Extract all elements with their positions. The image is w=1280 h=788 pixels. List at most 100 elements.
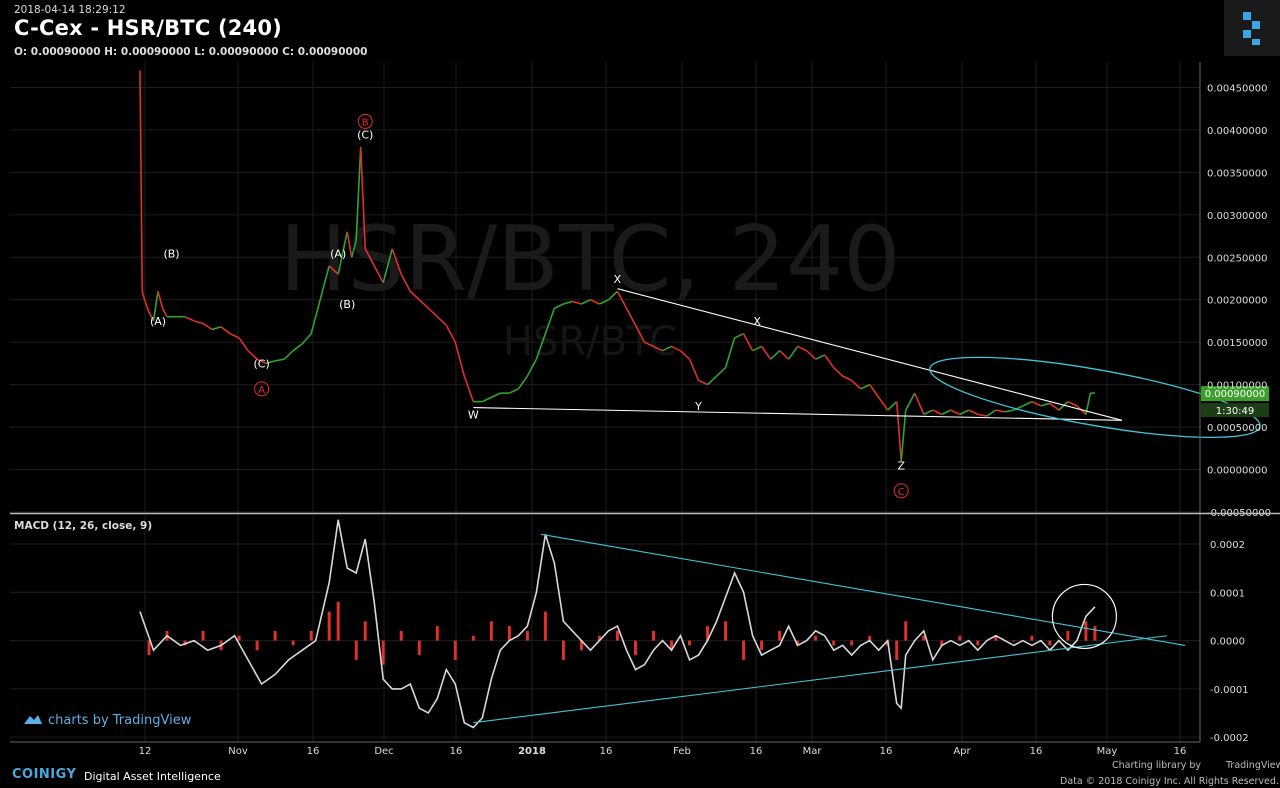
price-segment <box>869 384 880 398</box>
x-tick-label: Dec <box>374 746 393 757</box>
histogram-bar <box>633 640 637 656</box>
price-segment <box>905 392 916 411</box>
price-segment <box>1022 400 1033 407</box>
price-segment <box>436 316 447 326</box>
histogram-bar <box>760 640 764 651</box>
price-segment <box>229 332 240 339</box>
price-segment <box>445 324 457 343</box>
price-segment <box>833 367 844 377</box>
histogram-bar <box>327 611 331 641</box>
price-segment <box>400 273 411 292</box>
price-segment <box>724 337 736 368</box>
price-segment <box>391 248 403 275</box>
macd-y-tick-label: 0.0000 <box>1210 637 1245 648</box>
price-segment <box>900 410 907 462</box>
price-segment <box>572 300 582 305</box>
histogram-bar <box>742 640 746 660</box>
histogram-bar <box>354 640 358 660</box>
histogram-bar <box>273 630 277 641</box>
price-segment <box>364 248 375 267</box>
price-badge <box>1201 386 1269 402</box>
wave-label: (B) <box>339 298 355 311</box>
wave-label: X <box>614 273 622 286</box>
y-tick-label: 0.00100000 <box>1207 381 1267 392</box>
price-segment <box>292 343 303 352</box>
price-segment <box>202 322 213 331</box>
price-segment <box>995 409 1005 413</box>
wave-label: (C) <box>253 358 269 371</box>
price-segment <box>923 409 934 416</box>
price-segment <box>815 354 825 360</box>
tradingview-footer-link[interactable]: TradingView <box>1226 760 1280 771</box>
price-ellipse <box>929 356 1261 439</box>
price-segment <box>526 358 538 377</box>
histogram-bar <box>489 621 493 641</box>
price-segment <box>716 367 727 377</box>
price-segment <box>382 248 394 283</box>
price-segment <box>301 333 312 345</box>
wave-label: Z <box>897 460 905 473</box>
price-segment <box>238 337 249 352</box>
price-segment <box>842 375 853 382</box>
histogram-bar <box>579 640 583 651</box>
price-segment <box>143 299 150 313</box>
x-tick-label: 16 <box>880 746 893 757</box>
wave-label: X <box>753 315 761 328</box>
price-segment <box>152 291 159 322</box>
price-segment <box>454 341 466 377</box>
histogram-bar <box>615 630 619 641</box>
price-trendline <box>617 288 1123 421</box>
price-segment <box>463 375 475 402</box>
histogram-bar <box>814 635 818 641</box>
macd-line <box>139 519 1096 729</box>
y-tick-label: 0.00400000 <box>1207 126 1267 137</box>
ohlc-readout: O: 0.00090000 H: 0.00090000 L: 0.0009000… <box>14 46 368 58</box>
price-segment <box>509 388 519 394</box>
y-tick-label: 0.00250000 <box>1207 253 1267 264</box>
countdown-badge <box>1201 403 1269 418</box>
price-segment <box>851 379 862 390</box>
histogram-bar <box>1084 621 1088 641</box>
price-segment <box>517 375 529 390</box>
macd-label: MACD (12, 26, close, 9) <box>14 520 153 532</box>
tradingview-brand[interactable]: charts by TradingView <box>22 712 191 728</box>
price-segment <box>860 383 871 390</box>
price-segment <box>941 409 952 416</box>
histogram-bar <box>778 630 782 641</box>
macd-trendline <box>473 635 1168 724</box>
coinigy-logo-icon[interactable] <box>1224 0 1280 56</box>
price-segment <box>481 396 492 403</box>
price-segment <box>373 265 384 284</box>
price-segment <box>625 307 637 326</box>
wave-label: (C) <box>357 128 373 141</box>
price-segment <box>878 396 889 411</box>
price-segment <box>310 299 321 334</box>
x-tick-label: 16 <box>600 746 613 757</box>
y-tick-label: 0.00000000 <box>1207 466 1267 477</box>
price-segment <box>706 375 718 386</box>
price-badge-value: 0.00090000 <box>1205 389 1265 400</box>
price-segment <box>427 307 438 318</box>
histogram-bar <box>670 640 674 651</box>
histogram-bar <box>1012 640 1016 642</box>
charting-library-text: Charting library by <box>1112 760 1202 771</box>
price-segment <box>959 409 970 416</box>
histogram-bar <box>832 640 836 646</box>
price-segment <box>220 326 231 335</box>
price-segment <box>688 358 700 381</box>
price-segment <box>734 332 744 339</box>
price-segment <box>274 358 285 362</box>
histogram-bar <box>255 640 259 651</box>
wave-label: (A) <box>150 315 166 328</box>
x-tick-label: 16 <box>450 746 463 757</box>
watermark-big: HSR/BTC, 240 <box>280 207 901 312</box>
chart-title: C-Cex - HSR/BTC (240) <box>14 16 282 40</box>
histogram-bar <box>895 640 899 660</box>
histogram-bar <box>1030 635 1034 641</box>
price-segment <box>554 303 564 309</box>
price-segment <box>544 307 556 334</box>
price-segment <box>616 290 628 309</box>
price-segment <box>797 345 807 352</box>
x-tick-label: 16 <box>750 746 763 757</box>
